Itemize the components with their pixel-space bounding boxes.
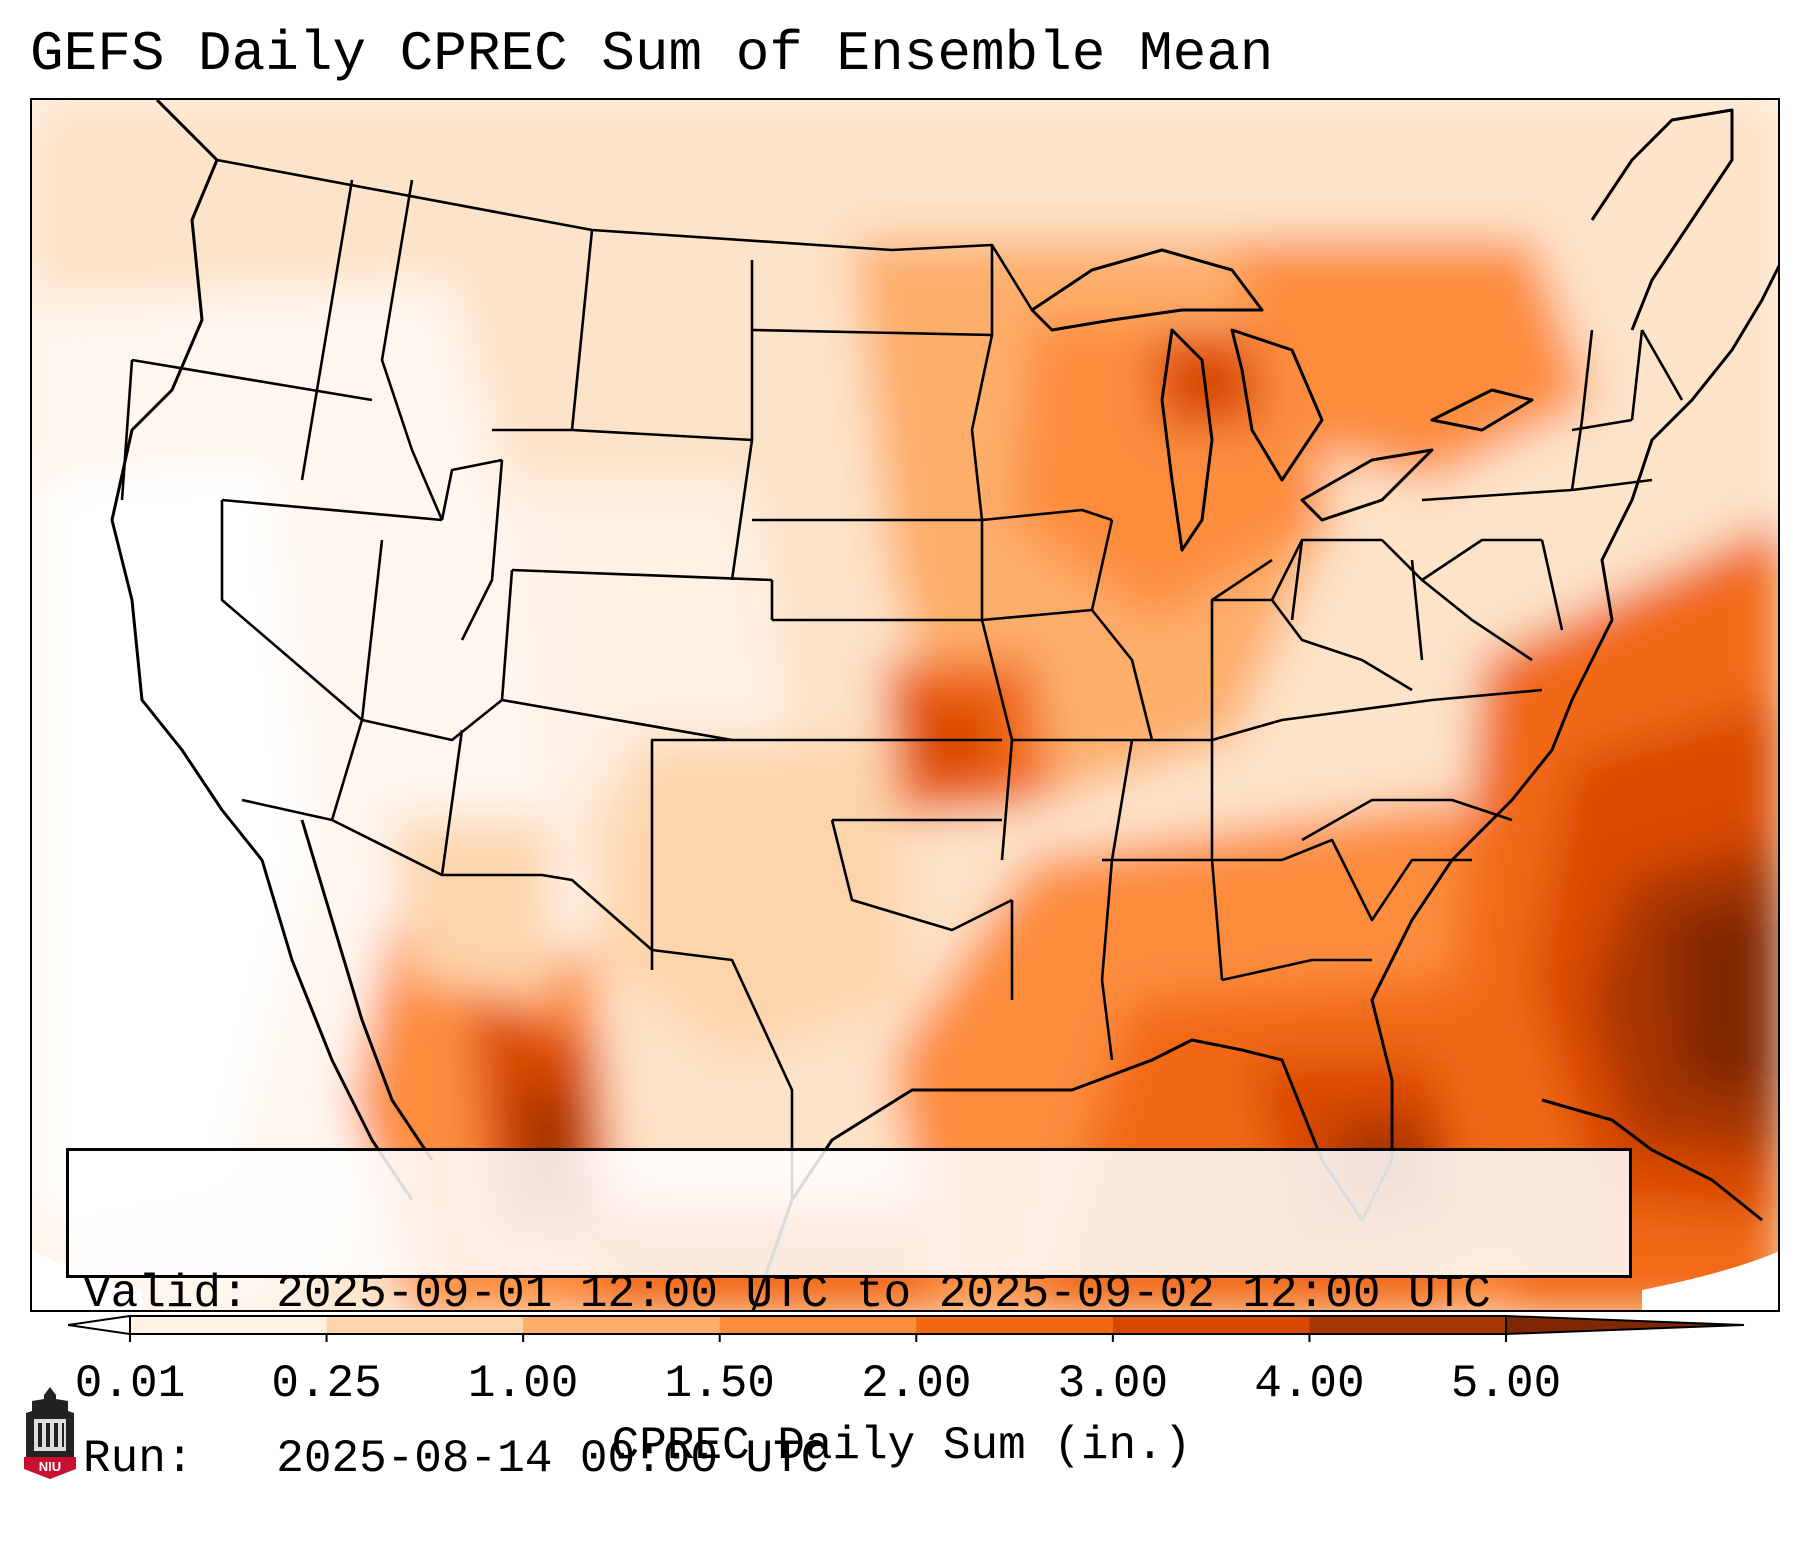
- border-us-mexico: [241, 798, 794, 1200]
- colorbar-tick-label: 4.00: [1254, 1358, 1365, 1410]
- precip-shading: [32, 100, 1778, 1310]
- niu-logo-text: NIU: [39, 1459, 61, 1474]
- precipitation-map[interactable]: [30, 98, 1780, 1312]
- colorbar-tick-label: 2.00: [861, 1358, 972, 1410]
- colorbar: [68, 1314, 1745, 1342]
- colorbar-label: CPREC Daily Sum (in.): [611, 1420, 1192, 1472]
- colorbar-tick-label: 1.00: [467, 1358, 579, 1410]
- run-value: 2025-08-14 00:00 UTC: [276, 1433, 829, 1485]
- niu-logo-icon: NIU: [24, 1387, 76, 1479]
- colorbar-bin-5: [1112, 1316, 1310, 1334]
- map-canvas: [32, 100, 1778, 1310]
- colorbar-bin-3: [719, 1316, 917, 1334]
- valid-value: 2025-09-01 12:00 UTC to 2025-09-02 12:00…: [276, 1268, 1491, 1320]
- colorbar-bin-6: [1309, 1316, 1507, 1334]
- border-us-canada: [216, 158, 1034, 311]
- great-lakes-superior: [1030, 248, 1264, 332]
- projection-edge-bottom-left: [32, 1250, 142, 1310]
- colorbar-bin-2: [523, 1316, 721, 1334]
- colorbar-bin-4: [916, 1316, 1114, 1334]
- colorbar-tick-label: 3.00: [1057, 1358, 1169, 1410]
- colorbar-tick-label: 5.00: [1450, 1358, 1562, 1410]
- great-lakes-erie: [1300, 448, 1434, 522]
- coastline-baja: [300, 819, 434, 1161]
- map-title: GEFS Daily CPREC Sum of Ensemble Mean: [30, 22, 1274, 86]
- colorbar-under-triangle: [68, 1314, 131, 1336]
- colorbar-bin-0: [130, 1316, 328, 1334]
- projection-edge-bottom-right: [1642, 1251, 1778, 1310]
- colorbar-over-triangle: [1505, 1314, 1745, 1336]
- great-lakes-ontario: [1430, 388, 1534, 432]
- colorbar-bin-1: [326, 1316, 524, 1334]
- colorbar-tick-label: 0.01: [74, 1358, 186, 1410]
- valid-run-info-box: Valid: 2025-09-01 12:00 UTC to 2025-09-0…: [66, 1148, 1632, 1485]
- colorbar-tick-label: 0.25: [271, 1358, 382, 1410]
- colorbar-tick-label: 1.50: [664, 1358, 775, 1410]
- great-lakes-huron: [1230, 328, 1324, 482]
- run-row: Run: 2025-08-14 00:00 UTC: [83, 1432, 1615, 1487]
- caribbean-cuba: [1541, 1098, 1763, 1222]
- coastline-canada-east: [1590, 108, 1734, 331]
- coastline-gulf: [751, 264, 1778, 1310]
- state-boundaries: [120, 158, 1684, 1200]
- coastline-west: [110, 100, 414, 1201]
- colorbar-outline: [129, 1315, 1507, 1335]
- valid-label: Valid:: [83, 1268, 249, 1320]
- great-lakes-michigan: [1160, 328, 1214, 552]
- coastlines: [110, 100, 1778, 1310]
- valid-row: Valid: 2025-09-01 12:00 UTC to 2025-09-0…: [83, 1267, 1615, 1322]
- run-label: Run:: [83, 1433, 194, 1485]
